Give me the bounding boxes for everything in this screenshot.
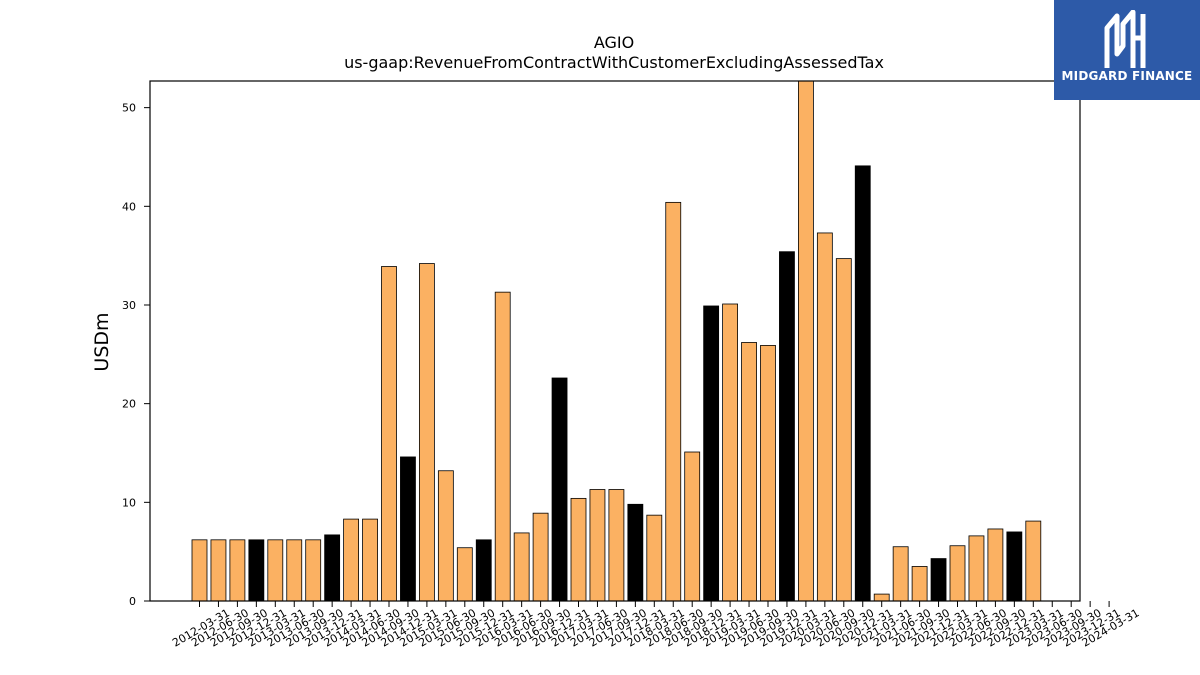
bar-2021-12-31 [930, 558, 947, 601]
bar-2020-06-30 [816, 232, 833, 601]
bar-2018-12-31 [703, 305, 720, 601]
bar-2016-03-31 [494, 291, 511, 601]
bar-2020-09-30 [835, 258, 852, 601]
brand-name: MIDGARD FINANCE [1061, 69, 1193, 83]
bar-2019-03-31 [722, 303, 738, 601]
y-tick-label: 40 [122, 200, 136, 213]
y-tick-label: 20 [122, 398, 136, 411]
bar-2019-09-30 [760, 345, 776, 601]
bar-2013-09-30 [305, 539, 322, 601]
bar-2014-06-30 [362, 518, 378, 601]
midgard-mh-logo-icon [1104, 10, 1146, 68]
bar-2016-12-31 [551, 377, 568, 601]
bar-2022-12-31 [1006, 531, 1023, 601]
bar-2020-03-31 [798, 81, 814, 601]
y-tick-label: 50 [122, 102, 136, 115]
bar-2017-03-31 [570, 497, 587, 601]
bar-2021-03-31 [873, 593, 890, 601]
bar-2022-06-30 [968, 535, 985, 601]
bar-series [191, 81, 1042, 601]
y-tick-label: 10 [122, 496, 136, 509]
bar-2020-12-31 [854, 165, 871, 601]
bar-2018-03-31 [646, 514, 663, 601]
bar-2021-06-30 [892, 546, 909, 601]
chart-subtitle: us-gaap:RevenueFromContractWithCustomerE… [344, 53, 884, 72]
bar-2022-09-30 [987, 528, 1004, 601]
bar-2018-09-30 [684, 451, 701, 601]
bar-2012-12-31 [248, 539, 265, 601]
x-axis: 2012-03-312012-06-302012-09-302012-12-31… [170, 601, 1142, 650]
bar-2017-06-30 [589, 489, 606, 601]
bar-2013-03-31 [267, 539, 284, 601]
bar-2022-03-31 [949, 545, 966, 601]
y-axis: 0 10 20 30 40 50 [122, 102, 150, 608]
bar-2017-12-31 [627, 503, 644, 601]
bar-2012-03-31 [191, 539, 208, 601]
y-axis-label: USDm [91, 312, 113, 371]
y-tick-label: 0 [129, 595, 136, 608]
bar-2021-09-30 [911, 566, 928, 601]
bar-2016-09-30 [532, 512, 549, 601]
plot-frame [149, 80, 1081, 602]
bar-2023-03-31 [1025, 520, 1042, 601]
bar-2015-12-31 [475, 539, 492, 601]
bar-2015-03-31 [418, 263, 435, 601]
bar-2012-06-30 [210, 539, 227, 601]
bar-2018-06-30 [665, 201, 682, 601]
midgard-finance-logo: MIDGARD FINANCE [1054, 0, 1200, 100]
bar-2013-12-31 [324, 534, 341, 601]
bar-2012-09-30 [229, 539, 246, 601]
bar-2015-09-30 [456, 547, 473, 601]
bar-2013-06-30 [286, 539, 303, 601]
chart-title: AGIO [594, 33, 634, 52]
y-tick-label: 30 [122, 299, 136, 312]
bar-2017-09-30 [608, 489, 625, 601]
bar-2015-06-30 [437, 470, 454, 601]
bar-2019-06-30 [741, 342, 757, 601]
bar-2019-12-31 [779, 251, 795, 601]
bar-2014-09-30 [381, 266, 397, 601]
bar-2014-03-31 [343, 518, 360, 601]
bar-2016-06-30 [513, 532, 530, 601]
bar-2014-12-31 [400, 456, 416, 601]
